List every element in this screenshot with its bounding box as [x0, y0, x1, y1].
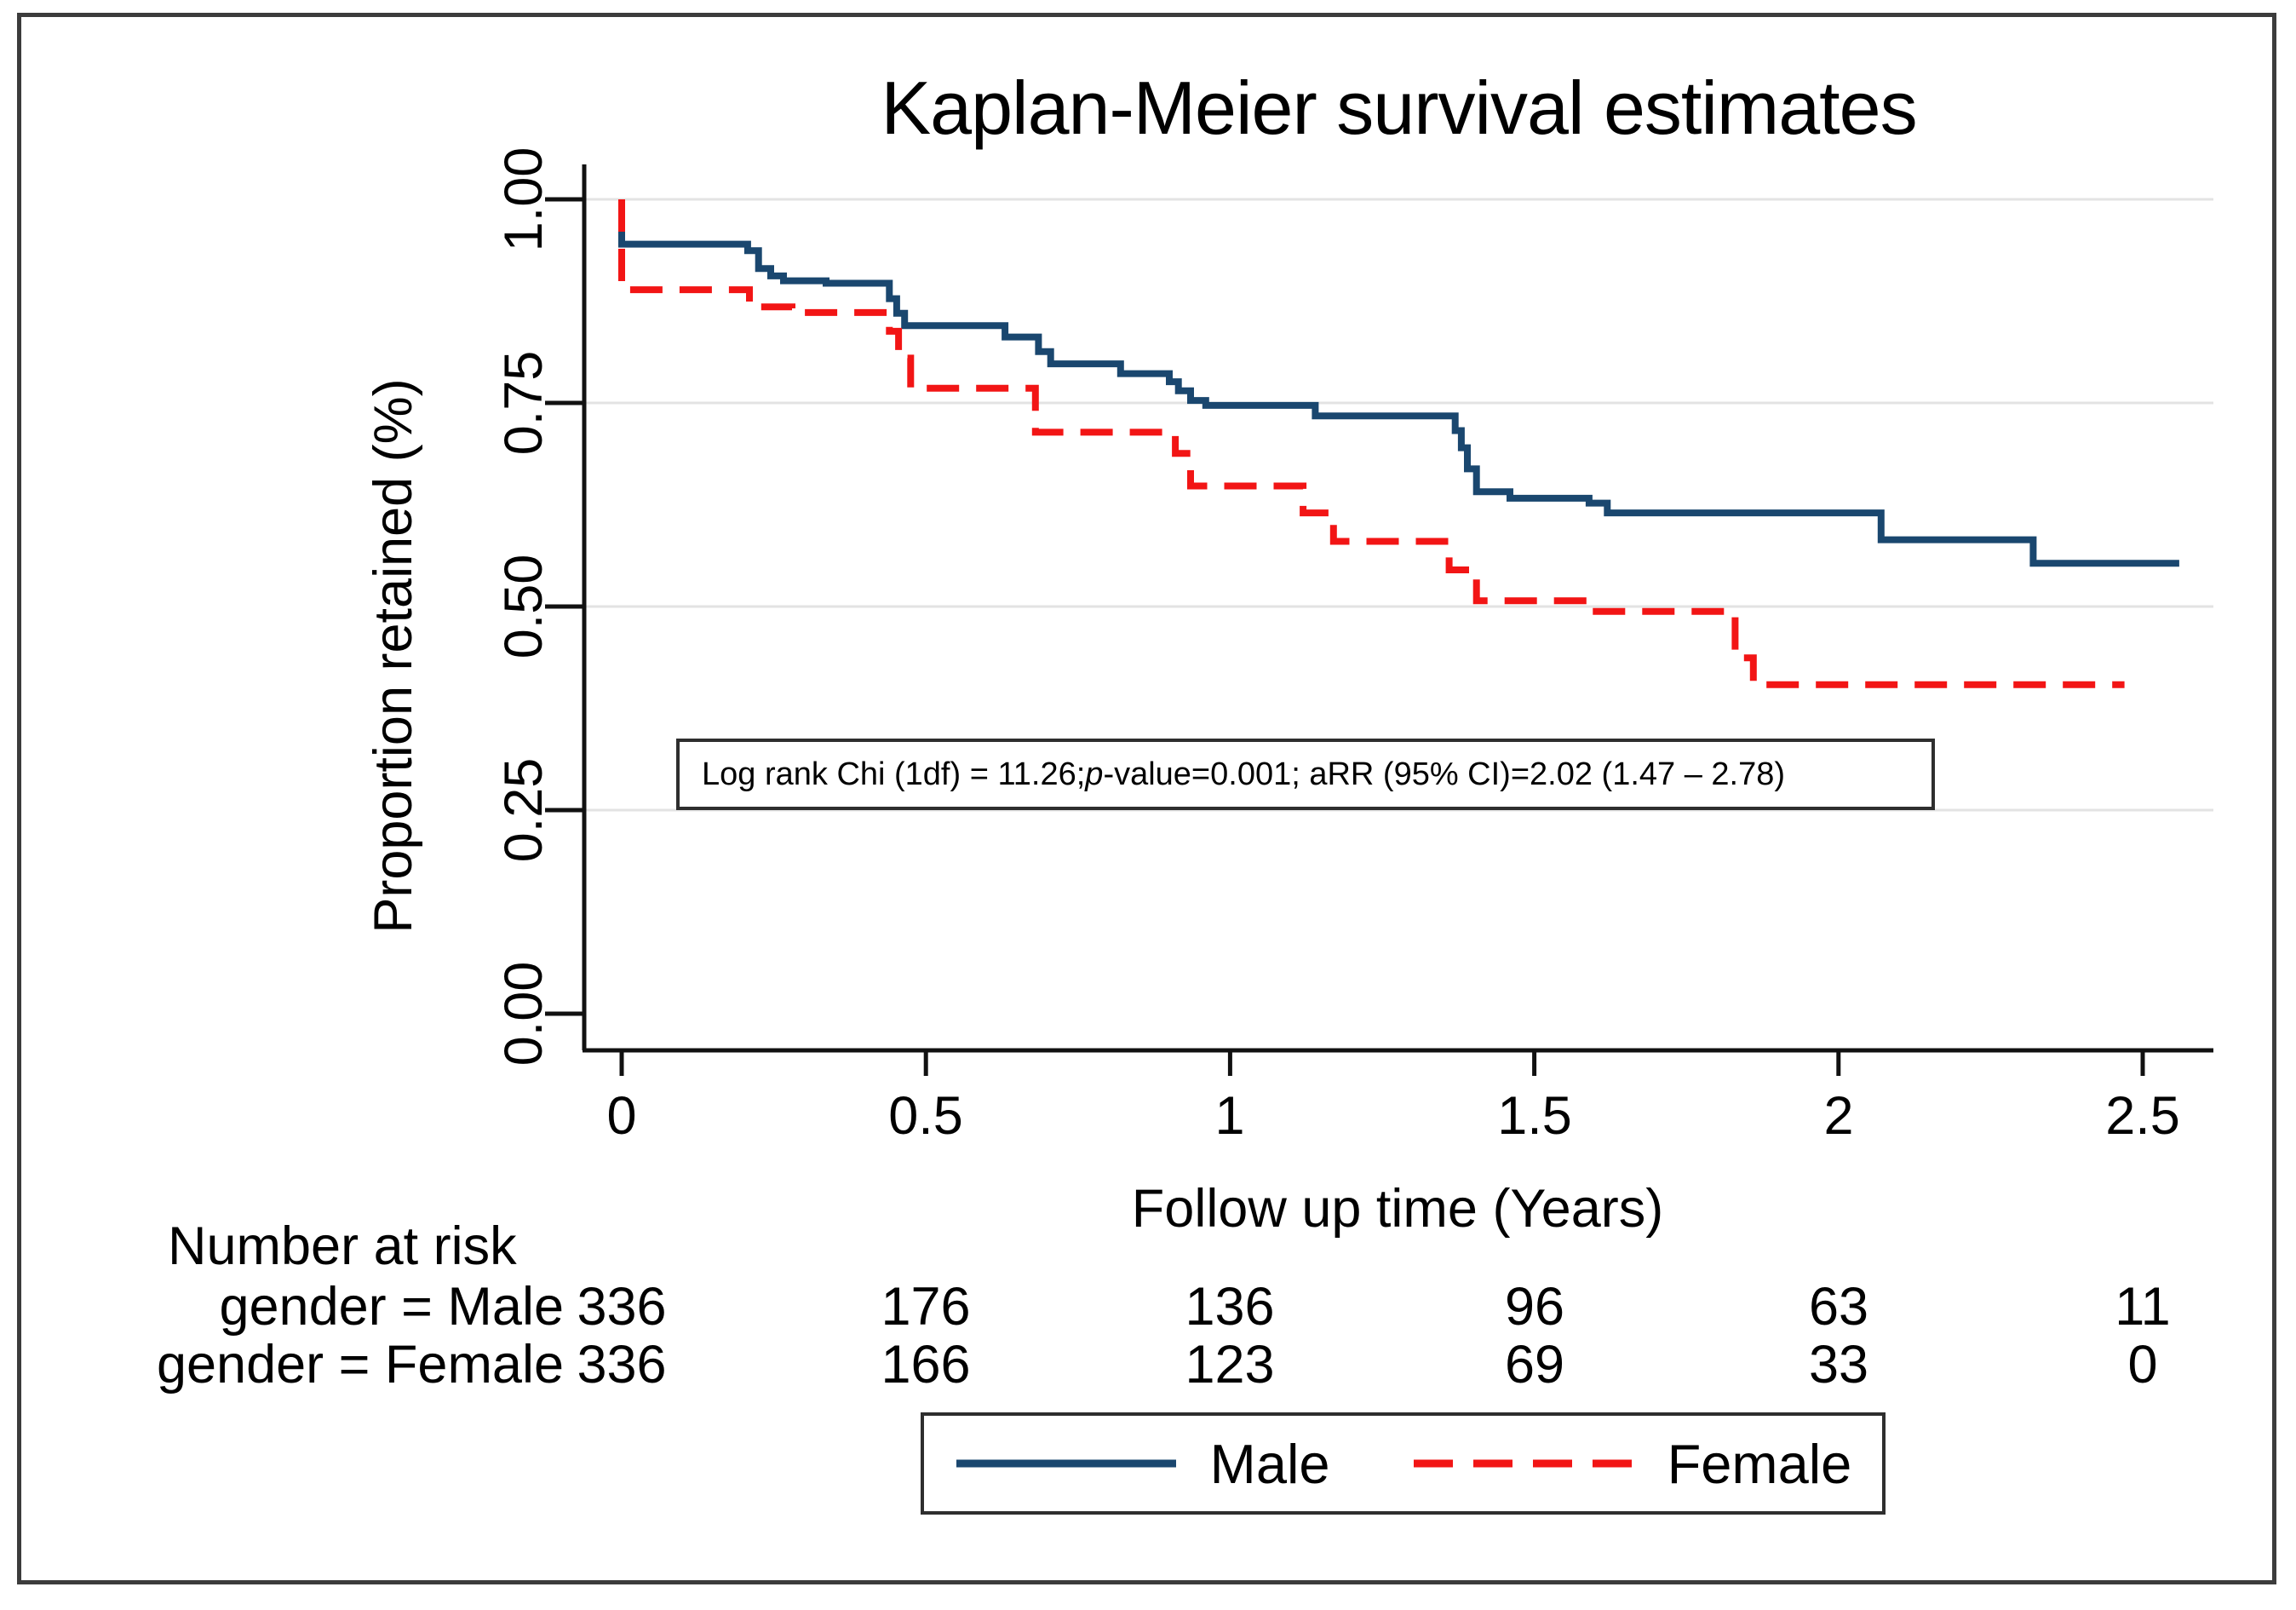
- risk-table-title: Number at risk: [168, 1216, 517, 1276]
- y-tick-label: 0.00: [494, 961, 554, 1067]
- risk-value: 33: [1808, 1335, 1869, 1394]
- risk-value: 166: [881, 1335, 971, 1394]
- legend-male-line-sample: [956, 1459, 1176, 1468]
- legend-female-label: Female: [1667, 1432, 1852, 1495]
- risk-value: 176: [881, 1277, 971, 1337]
- legend-female-line-sample: [1413, 1459, 1633, 1468]
- y-axis-title: Proportion retained (%): [364, 378, 423, 934]
- y-tick-label: 0.50: [494, 554, 554, 659]
- chart-title: Kaplan-Meier survival estimates: [881, 66, 1917, 150]
- legend: Male Female: [921, 1412, 1886, 1515]
- risk-value: 0: [2127, 1335, 2158, 1394]
- figure-border: [17, 13, 2276, 1584]
- x-tick-label: 2.5: [2105, 1086, 2180, 1146]
- x-tick-label: 1.5: [1497, 1086, 1572, 1146]
- x-tick-label: 1: [1214, 1086, 1245, 1146]
- risk-value: 336: [577, 1277, 667, 1337]
- y-tick-label: 1.00: [494, 147, 554, 252]
- risk-value: 69: [1504, 1335, 1565, 1394]
- risk-value: 336: [577, 1335, 667, 1394]
- legend-male-label: Male: [1209, 1432, 1330, 1495]
- stats-annotation-pvalue-symbol: p: [1085, 756, 1104, 792]
- risk-value: 136: [1185, 1277, 1275, 1337]
- risk-row-label-female: gender = Female: [156, 1335, 564, 1394]
- stats-annotation-box: Log rank Chi (1df) = 11.26; p -value=0.001…: [676, 739, 1935, 810]
- risk-row-label-male: gender = Male: [219, 1277, 564, 1337]
- stats-annotation-text: Log rank Chi (1df) = 11.26;: [702, 756, 1086, 792]
- risk-value: 123: [1185, 1335, 1275, 1394]
- risk-value: 11: [2115, 1277, 2171, 1337]
- x-tick-label: 2: [1823, 1086, 1854, 1146]
- y-tick-label: 0.25: [494, 757, 554, 863]
- stats-annotation-text: -value=0.001; aRR (95% CI)=2.02 (1.47 – …: [1103, 756, 1786, 792]
- x-tick-label: 0.5: [888, 1086, 963, 1146]
- x-axis-title: Follow up time (Years): [1131, 1179, 1664, 1239]
- x-tick-label: 0: [606, 1086, 637, 1146]
- risk-value: 63: [1808, 1277, 1869, 1337]
- y-tick-label: 0.75: [494, 350, 554, 456]
- risk-value: 96: [1504, 1277, 1565, 1337]
